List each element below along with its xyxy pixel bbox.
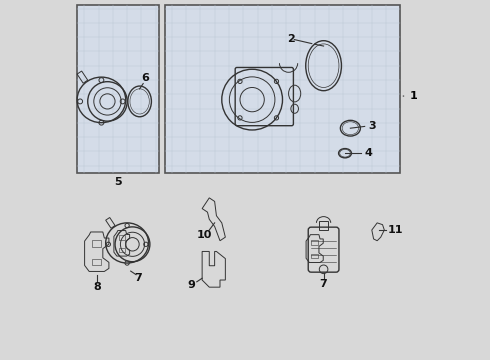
- Text: 2: 2: [288, 34, 295, 44]
- Text: 10: 10: [196, 230, 212, 240]
- Text: 6: 6: [141, 73, 149, 83]
- Point: [333, 246, 339, 250]
- Point: [308, 239, 314, 243]
- Bar: [92, 259, 101, 265]
- Bar: [119, 235, 125, 240]
- Text: 1: 1: [403, 91, 417, 101]
- Point: [333, 260, 339, 264]
- Text: 7: 7: [134, 273, 142, 283]
- Point: [333, 253, 339, 257]
- Text: 5: 5: [114, 177, 122, 187]
- Text: 8: 8: [93, 282, 100, 292]
- Bar: [312, 254, 318, 258]
- Text: 4: 4: [364, 148, 372, 158]
- Point: [308, 253, 314, 257]
- Point: [333, 239, 339, 243]
- Bar: [92, 239, 101, 247]
- Text: 9: 9: [188, 280, 196, 291]
- FancyBboxPatch shape: [165, 5, 400, 173]
- Text: 11: 11: [387, 225, 403, 235]
- FancyBboxPatch shape: [77, 5, 159, 173]
- Point: [308, 260, 314, 264]
- Bar: [312, 240, 318, 246]
- Bar: [319, 221, 328, 230]
- Point: [308, 246, 314, 250]
- Text: 7: 7: [319, 279, 327, 289]
- Text: 3: 3: [368, 121, 376, 131]
- Bar: [119, 248, 125, 252]
